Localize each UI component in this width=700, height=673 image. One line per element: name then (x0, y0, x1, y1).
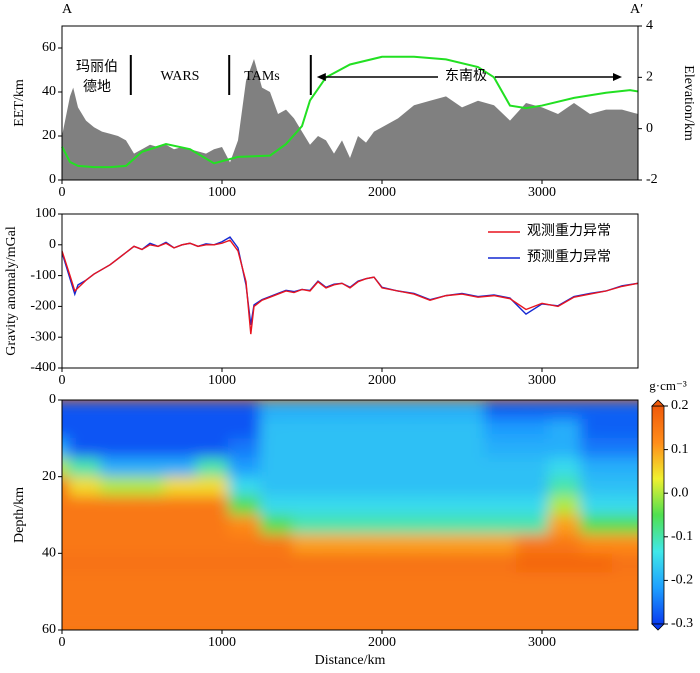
density-cell (612, 515, 638, 535)
plot-frame (61, 25, 639, 181)
y-tick-label: -300 (30, 329, 56, 344)
x-tick-label: 0 (59, 185, 66, 200)
profile-start: A (62, 2, 73, 17)
region-label: 德地 (83, 79, 111, 95)
y-tick-label: -400 (30, 360, 56, 375)
y-tick-label: -100 (30, 268, 56, 283)
region-label: 玛丽伯 (76, 59, 118, 75)
y-tick-label: 20 (42, 128, 56, 143)
colorbar-tick-label: 0.2 (671, 398, 689, 413)
colorbar-label: g·cm⁻³ (649, 378, 687, 393)
legend-label: 预测重力异常 (527, 249, 611, 265)
y2-tick-label: 4 (646, 18, 653, 33)
region-label: WARS (161, 69, 200, 84)
density-cell (612, 419, 638, 439)
y-axis-label: EET/km (12, 79, 27, 127)
density-cell (612, 457, 638, 478)
legend-label: 观测重力异常 (527, 223, 611, 239)
density-cell (612, 591, 638, 612)
x-tick-label: 0 (59, 373, 66, 388)
arrow-head (316, 73, 326, 81)
y-tick-label: 0 (49, 172, 56, 187)
y-tick-label: 60 (42, 40, 56, 55)
y-tick-label: 0 (49, 392, 56, 407)
gravity-line (61, 239, 639, 335)
y-tick-label: 0 (49, 237, 56, 252)
y-tick-label: 60 (42, 622, 56, 637)
density-cell (612, 476, 638, 497)
x-tick-label: 1000 (208, 635, 236, 650)
region-label: 东南极 (445, 68, 487, 84)
colorbar-tick-label: -0.2 (671, 573, 693, 588)
eet-area (62, 59, 638, 180)
colorbar-tick-label: 0.1 (671, 442, 689, 457)
density-cell (612, 400, 638, 420)
x-tick-label: 2000 (368, 373, 396, 388)
x-axis-label: Distance/km (315, 653, 386, 668)
x-tick-label: 1000 (208, 373, 236, 388)
region-label: TAMs (244, 69, 279, 84)
y-tick-label: 100 (35, 206, 56, 221)
elevation-line (61, 55, 639, 169)
density-cell (612, 495, 638, 516)
x-tick-label: 2000 (368, 185, 396, 200)
x-tick-label: 3000 (528, 185, 556, 200)
colorbar-tick-label: -0.1 (671, 529, 693, 544)
y-tick-label: 20 (42, 469, 56, 484)
y-tick-label: 40 (42, 546, 56, 561)
colorbar-tick-label: -0.3 (671, 616, 693, 631)
density-cell (612, 534, 638, 554)
x-tick-label: 3000 (528, 373, 556, 388)
x-tick-label: 2000 (368, 635, 396, 650)
y-tick-label: -200 (30, 299, 56, 314)
plot-frame (61, 213, 639, 369)
density-cell (612, 438, 638, 458)
arrow-head (613, 73, 622, 81)
y2-tick-label: 0 (646, 121, 653, 136)
x-tick-label: 1000 (208, 185, 236, 200)
density-grid (62, 400, 638, 630)
y-axis-label: Gravity anomaly/mGal (4, 226, 19, 356)
y2-axis-label: Elevation/km (681, 65, 696, 141)
density-cell (612, 610, 638, 630)
plot-frame (61, 399, 639, 631)
density-cell (612, 553, 638, 573)
y-tick-label: 40 (42, 84, 56, 99)
y2-tick-label: 2 (646, 70, 653, 85)
density-cells (62, 400, 638, 630)
colorbar-bottom (651, 623, 665, 631)
y-axis-label: Depth/km (12, 487, 27, 543)
y2-tick-label: -2 (646, 172, 658, 187)
colorbar-tick-label: 0.0 (671, 485, 689, 500)
colorbar (651, 405, 665, 625)
x-tick-label: 0 (59, 635, 66, 650)
x-tick-label: 3000 (528, 635, 556, 650)
density-cell (612, 572, 638, 593)
colorbar-top (651, 399, 665, 407)
profile-end: A′ (630, 2, 643, 17)
